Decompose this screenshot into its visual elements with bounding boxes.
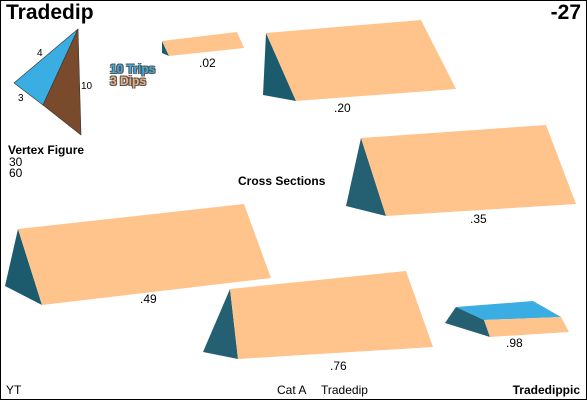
footer-author: YT	[6, 383, 22, 397]
vertex-angle-1: 30	[9, 155, 23, 169]
edge-label-top: 4	[37, 48, 43, 59]
cross-section-prism-02	[162, 32, 244, 56]
footer-name: Tradedip	[321, 383, 368, 397]
section-value-98: .98	[506, 336, 523, 350]
prism-49-end-face	[5, 229, 42, 305]
footer-category: Cat A	[277, 383, 307, 397]
prism-98-side-face	[484, 317, 569, 337]
cross-section-prism-49	[5, 204, 271, 305]
prism-20-end-face	[263, 33, 296, 101]
prism-35-end-face	[346, 138, 386, 216]
figure-title: Tradedip	[6, 1, 94, 24]
edge-label-left: 3	[18, 93, 24, 104]
vertex-figure-side-face	[42, 28, 82, 136]
prism-02-side-face	[162, 32, 244, 56]
prism-49-side-face	[18, 204, 271, 305]
vertex-angle-2: 60	[9, 166, 23, 180]
legend-trips: 10 Trips	[110, 62, 156, 76]
footer-name-bold: Tradedippic	[512, 383, 580, 397]
prism-35-side-face	[361, 125, 576, 216]
prism-98-top-face	[456, 301, 561, 320]
section-value-76: .76	[330, 359, 347, 373]
vertex-figure-label: Vertex Figure	[8, 143, 85, 157]
prism-76-end-face	[203, 289, 238, 359]
edge-label-right: 10	[81, 81, 93, 92]
cross-sections-label: Cross Sections	[238, 174, 326, 188]
prism-76-side-face	[230, 271, 433, 359]
cross-section-prism-35	[346, 125, 576, 216]
section-value-35: .35	[470, 212, 487, 226]
legend-dips: 3 Dips	[110, 74, 147, 88]
section-value-20: .20	[334, 101, 351, 115]
section-value-49: .49	[140, 292, 157, 306]
section-value-02: .02	[199, 56, 216, 70]
prism-20-side-face	[266, 20, 456, 101]
cross-section-prism-76	[203, 271, 433, 359]
figure-code: -27	[550, 1, 581, 24]
cross-section-prism-20	[263, 20, 456, 101]
cross-section-prism-98	[445, 301, 569, 337]
prism-98-end-face	[445, 307, 490, 337]
vertex-figure	[13, 28, 82, 136]
